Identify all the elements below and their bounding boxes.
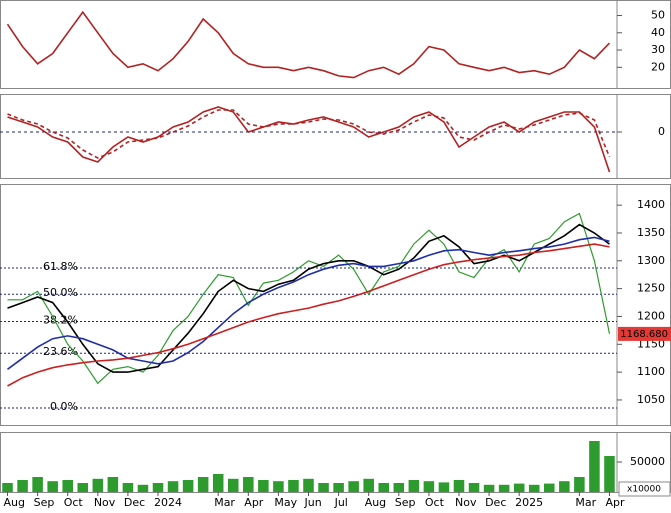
series-line xyxy=(7,106,611,173)
volume-bar xyxy=(288,480,299,492)
volume-bar xyxy=(408,480,420,492)
x-tick-label: Oct xyxy=(64,496,84,509)
y-tick-label: 1300 xyxy=(637,254,665,267)
x-tick-label: Mar xyxy=(214,496,235,509)
x-tick-label: Nov xyxy=(455,496,477,509)
x-tick-label: Apr xyxy=(605,496,625,509)
last-value-box xyxy=(618,326,671,341)
volume-bar xyxy=(348,481,359,492)
volume-bar xyxy=(137,484,149,492)
volume-bar xyxy=(378,483,390,492)
x-tick-label: Jul xyxy=(334,496,348,509)
series-line xyxy=(7,223,610,373)
x-tick-label: Sep xyxy=(395,496,416,509)
volume-bar xyxy=(47,481,58,492)
volume-bar xyxy=(152,483,164,492)
x-tick-label: Nov xyxy=(94,496,116,509)
x-tick-label: 2024 xyxy=(154,496,182,509)
volume-bar xyxy=(604,456,615,492)
volume-bar xyxy=(122,483,134,492)
series-line xyxy=(7,109,611,159)
volume-bar xyxy=(574,477,585,492)
y-tick-label: 1400 xyxy=(637,198,665,211)
unit-label: x10000 xyxy=(627,485,661,495)
y-tick-label: 1350 xyxy=(637,226,665,239)
volume-bar xyxy=(423,481,435,492)
volume-bar xyxy=(483,484,495,492)
volume-bar xyxy=(243,477,254,492)
volume-bar xyxy=(77,483,89,492)
volume-bar xyxy=(227,478,239,492)
volume-bar xyxy=(393,483,405,492)
volume-bar xyxy=(363,478,374,492)
volume-bar xyxy=(513,483,525,492)
x-tick-label: Sep xyxy=(34,496,55,509)
volume-bar xyxy=(438,482,450,492)
volume-bar xyxy=(333,483,344,492)
x-tick-label: Aug xyxy=(365,496,386,509)
y-tick-label: 20 xyxy=(651,60,665,73)
volume-bar xyxy=(182,480,194,492)
y-tick-label: 1200 xyxy=(637,309,665,322)
series-line xyxy=(7,243,610,387)
volume-bar xyxy=(468,483,480,492)
volume-bar xyxy=(318,483,329,492)
x-tick-label: Dec xyxy=(124,496,145,509)
volume-bar xyxy=(453,480,465,492)
x-tick-label: Jun xyxy=(304,496,322,509)
fib-label: 61.8% xyxy=(43,260,78,273)
y-tick-label: 1100 xyxy=(637,365,665,378)
volume-bar xyxy=(62,480,73,492)
volume-bar xyxy=(589,441,600,492)
fib-label: 38.2% xyxy=(43,313,78,326)
fib-label: 50.0% xyxy=(43,286,78,299)
x-tick-label: Mar xyxy=(575,496,596,509)
series-line xyxy=(7,236,610,370)
y-tick-label: 50 xyxy=(651,9,665,22)
series-line xyxy=(6,10,611,79)
x-tick-label: May xyxy=(274,496,297,509)
fib-label: 0.0% xyxy=(50,400,78,413)
fib-label: 23.6% xyxy=(43,345,78,358)
volume-bar xyxy=(303,478,314,492)
volume-bar xyxy=(32,477,43,492)
y-tick-label: 30 xyxy=(651,43,665,56)
volume-bar xyxy=(92,478,104,492)
y-tick-label: 1050 xyxy=(637,393,665,406)
y-tick-label: 50000 xyxy=(630,455,665,468)
volume-bar xyxy=(559,481,570,492)
y-tick-label: 40 xyxy=(651,26,665,39)
volume-bar xyxy=(107,477,119,492)
x-tick-label: Apr xyxy=(244,496,264,509)
volume-bar xyxy=(258,480,269,492)
volume-bar xyxy=(528,484,540,492)
x-tick-label: Aug xyxy=(4,496,25,509)
volume-bar xyxy=(197,477,209,492)
volume-bar xyxy=(17,480,28,492)
last-value-label: 1168.680 xyxy=(620,329,668,340)
volume-bar xyxy=(498,484,510,492)
y-tick-label: 1250 xyxy=(637,282,665,295)
x-tick-label: 2025 xyxy=(515,496,543,509)
y-tick-label: 0 xyxy=(658,125,665,138)
unit-box xyxy=(618,481,671,497)
volume-bar xyxy=(167,481,179,492)
x-tick-label: Oct xyxy=(425,496,445,509)
volume-bar xyxy=(212,474,224,492)
volume-bar xyxy=(2,483,13,492)
x-tick-label: Dec xyxy=(485,496,506,509)
volume-bar xyxy=(544,483,555,492)
volume-bar xyxy=(273,481,284,492)
